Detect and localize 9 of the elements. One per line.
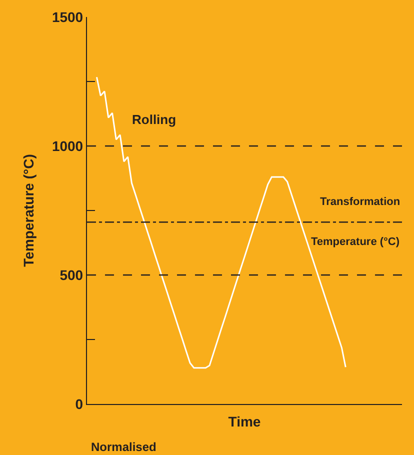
y-tick-label: 1000	[52, 138, 84, 154]
y-tick-label: 500	[60, 266, 84, 283]
text: Transformation Temperature (°C)	[311, 196, 400, 248]
text: Normalised	[91, 440, 156, 454]
annotation: Rolling	[132, 112, 176, 127]
y-axis-title: Temperature (°C)	[20, 154, 37, 267]
x-axis-title: Time	[228, 413, 261, 430]
y-tick-label: 1500	[52, 8, 84, 25]
y-tick-label: 0	[75, 396, 84, 412]
